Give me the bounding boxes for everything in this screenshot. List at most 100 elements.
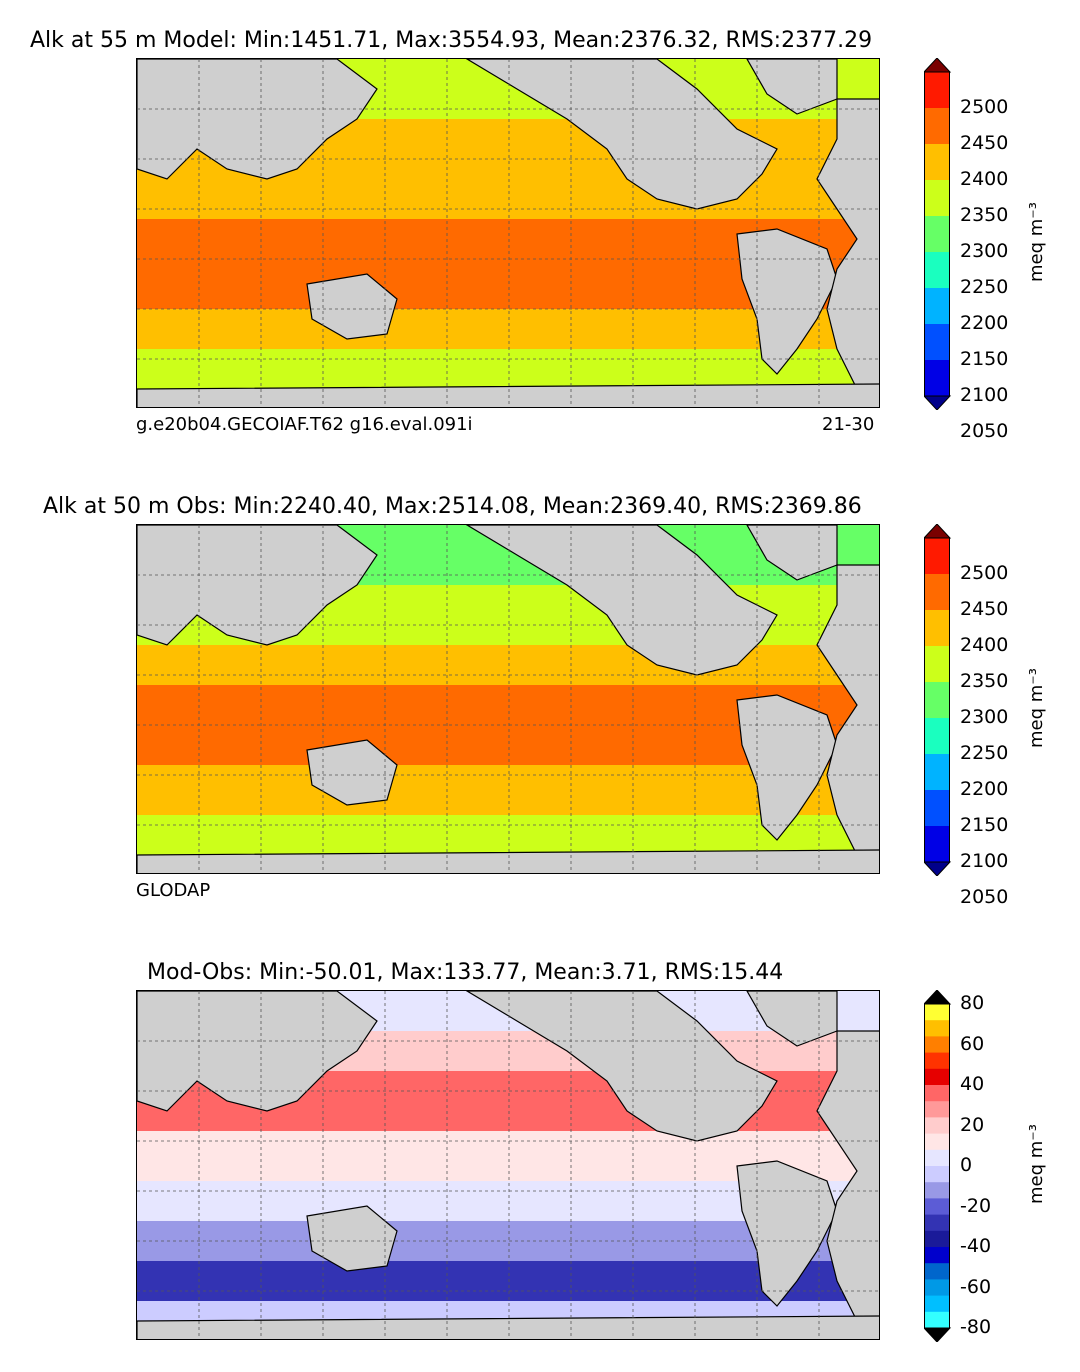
panel1-colorbar-segment bbox=[924, 72, 950, 109]
panel2-colorbar-tick: 2300 bbox=[960, 706, 1009, 728]
panel2-land bbox=[465, 525, 778, 676]
panel3-colorbar-unit: meq m⁻³ bbox=[1026, 1123, 1047, 1204]
panel1-caption-left: g.e20b04.GECOIAF.T62 g16.eval.091i bbox=[136, 414, 473, 435]
panel3-colorbar-segment bbox=[924, 1230, 950, 1248]
panel3-colorbar-outline bbox=[924, 1003, 950, 1329]
panel1-colorbar-segment bbox=[924, 324, 950, 361]
panel1-colorbar-segment bbox=[924, 252, 950, 289]
panel2-land bbox=[816, 564, 879, 856]
panel2-colorbar-segment bbox=[924, 610, 950, 647]
panel1-colorbar-extend-bottom bbox=[922, 395, 952, 411]
panel3-colorbar-segment bbox=[924, 1085, 950, 1102]
panel1-land bbox=[816, 98, 879, 390]
panel3-colorbar-tick: -80 bbox=[960, 1316, 992, 1338]
panel3-colorbar-segment bbox=[924, 1117, 950, 1135]
panel1-colorbar-segment bbox=[924, 216, 950, 253]
panel3-land bbox=[816, 1030, 879, 1322]
panel3-colorbar-tick: -60 bbox=[960, 1275, 992, 1298]
panel3-colorbar-extend-top bbox=[922, 989, 952, 1005]
panel2-colorbar-segment bbox=[924, 790, 950, 827]
panel1-colorbar-segment bbox=[924, 144, 950, 181]
panel3-land bbox=[465, 991, 778, 1142]
panel2-colorbar-segment bbox=[924, 718, 950, 755]
panel1-title: Alk at 55 m Model: Min:1451.71, Max:3554… bbox=[30, 28, 873, 53]
panel2-colorbar-tick: 2150 bbox=[960, 814, 1009, 836]
panel1-colorbar-tick: 2250 bbox=[960, 276, 1009, 298]
panel1-colorbar-segment bbox=[924, 288, 950, 325]
panel2-colorbar-tick: 2200 bbox=[960, 778, 1009, 800]
panel2-colorbar: meq m⁻³ 2500 2450 2400 2350 2300 2250 2200 2150… bbox=[922, 523, 1074, 908]
panel3-colorbar-segment bbox=[924, 1149, 950, 1167]
panel3-colorbar-segment bbox=[924, 1133, 950, 1151]
panel1-colorbar-extend-top bbox=[922, 57, 952, 73]
panel2-colorbar-tick: 2050 bbox=[960, 886, 1009, 908]
panel1-colorbar-segment bbox=[924, 180, 950, 217]
panel2-ocean-band bbox=[137, 645, 879, 685]
panel2-colorbar-segment bbox=[924, 826, 950, 863]
panel2-colorbar-extend-bottom bbox=[922, 861, 952, 877]
panel3-colorbar-segment bbox=[924, 1311, 950, 1329]
panel1-land bbox=[736, 228, 838, 375]
panel2-colorbar-segment bbox=[924, 682, 950, 719]
panel3-colorbar-extend-bottom bbox=[922, 1327, 952, 1343]
panel3-colorbar-tick: 40 bbox=[960, 1073, 985, 1095]
panel1-colorbar: meq m⁻³ 2500 2450 2400 2350 2300 2250 2200 2150… bbox=[922, 57, 1074, 442]
panel1-land bbox=[137, 59, 378, 180]
panel1-colorbar-segment bbox=[924, 108, 950, 145]
panel3-map bbox=[136, 990, 880, 1340]
panel2-land bbox=[736, 694, 838, 841]
panel3-colorbar-segment bbox=[924, 1247, 950, 1264]
panel3-colorbar-segment bbox=[924, 1214, 950, 1232]
panel2-colorbar-tick: 2100 bbox=[960, 850, 1009, 872]
panel2-colorbar-segment bbox=[924, 574, 950, 611]
panel1-colorbar-outline bbox=[924, 71, 950, 397]
panel3-title: Mod-Obs: Min:-50.01, Max:133.77, Mean:3.… bbox=[147, 960, 784, 985]
panel3-colorbar-tick: 60 bbox=[960, 1032, 985, 1055]
panel3-colorbar-segment bbox=[924, 1295, 950, 1313]
panel2-colorbar-tick: 2350 bbox=[960, 670, 1009, 692]
panel2-colorbar-tick: 2400 bbox=[960, 634, 1009, 656]
panel1-colorbar-tick: 2350 bbox=[960, 204, 1009, 226]
panel3-colorbar-segment bbox=[924, 1198, 950, 1216]
panel2-colorbar-unit: meq m⁻³ bbox=[1026, 667, 1047, 748]
panel1-land bbox=[306, 273, 398, 340]
panel1-land bbox=[746, 59, 838, 115]
panel2-land bbox=[137, 525, 378, 646]
panel1-land bbox=[465, 59, 778, 210]
panel3-land bbox=[746, 991, 838, 1047]
panel1-ocean-band bbox=[137, 189, 879, 219]
panel2-colorbar-tick: 2250 bbox=[960, 742, 1009, 764]
panel2-land bbox=[306, 739, 398, 806]
panel3-colorbar-segment bbox=[924, 1263, 950, 1280]
panel2-colorbar-segment bbox=[924, 538, 950, 575]
panel1-colorbar-tick: 2200 bbox=[960, 312, 1009, 334]
panel1-colorbar-tick: 2150 bbox=[960, 348, 1009, 370]
panel2-colorbar-tick: 2450 bbox=[960, 598, 1009, 620]
panel1-colorbar-unit: meq m⁻³ bbox=[1026, 201, 1047, 282]
panel1-map bbox=[136, 58, 880, 408]
panel2-caption-left: GLODAP bbox=[136, 880, 211, 901]
panel1-colorbar-tick: 2400 bbox=[960, 168, 1009, 190]
panel3-colorbar-segment bbox=[924, 1279, 950, 1297]
panel1-colorbar-tick: 2100 bbox=[960, 384, 1009, 406]
panel3-colorbar-segment bbox=[924, 1052, 950, 1070]
panel1-colorbar-tick: 2300 bbox=[960, 240, 1009, 262]
panel3-colorbar-tick: -20 bbox=[960, 1194, 992, 1217]
panel1-colorbar-tick: 2450 bbox=[960, 132, 1009, 154]
panel3-colorbar: meq m⁻³ 80 60 40 20 0 -20 -40 -60 -80 bbox=[922, 989, 1074, 1343]
panel3-land bbox=[736, 1160, 838, 1307]
panel2-colorbar-segment bbox=[924, 646, 950, 683]
panel3-colorbar-tick: 0 bbox=[960, 1154, 973, 1176]
panel3-colorbar-tick: 20 bbox=[960, 1113, 985, 1136]
panel3-colorbar-segment bbox=[924, 1004, 950, 1021]
panel3-colorbar-segment bbox=[924, 1166, 950, 1183]
panel2-land bbox=[746, 525, 838, 581]
panel3-colorbar-tick: 80 bbox=[960, 992, 985, 1014]
panel2-colorbar-segment bbox=[924, 754, 950, 791]
panel1-colorbar-tick: 2050 bbox=[960, 420, 1009, 442]
panel3-land bbox=[137, 991, 378, 1112]
panel1-colorbar-segment bbox=[924, 360, 950, 397]
panel3-colorbar-tick: -40 bbox=[960, 1235, 992, 1257]
panel3-colorbar-segment bbox=[924, 1020, 950, 1037]
panel2-map bbox=[136, 524, 880, 874]
